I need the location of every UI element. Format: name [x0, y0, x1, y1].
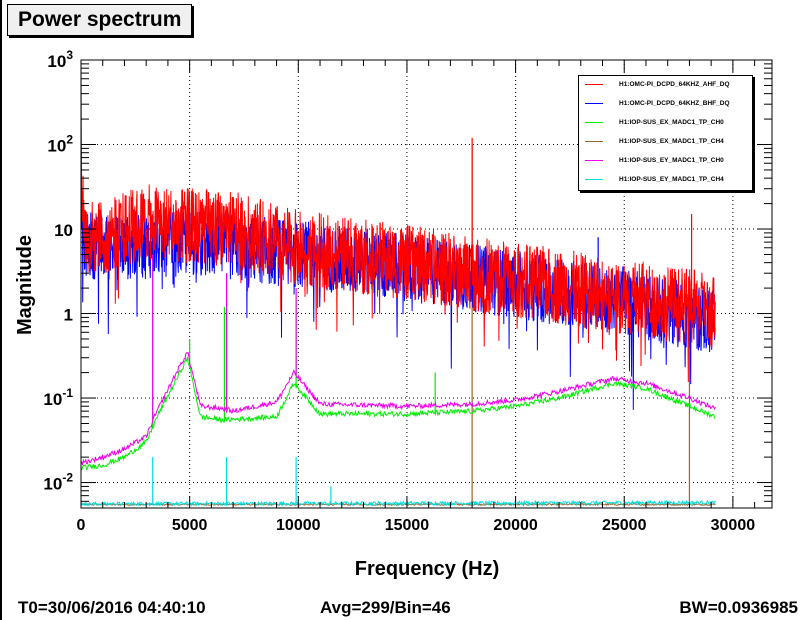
x-tick-label: 5000 [172, 517, 208, 534]
plot-frame [80, 59, 773, 509]
legend-swatch [585, 179, 603, 180]
legend-entry: H1:IOP-SUS_EX_MADC1_TP_CH4 [579, 133, 752, 152]
status-bw: BW=0.0936985 [679, 598, 798, 617]
y-tick-label: 10-2 [43, 471, 73, 494]
x-tick-label: 15000 [385, 517, 430, 534]
x-tick-label: 0 [77, 517, 86, 534]
y-tick-label: 10-1 [43, 386, 73, 409]
chart-title: Power spectrum [7, 4, 193, 36]
x-tick-label: 10000 [276, 517, 321, 534]
legend-entry: H1:IOP-SUS_EX_MADC1_TP_CH0 [579, 114, 752, 133]
series-line [80, 59, 716, 383]
legend-swatch [585, 141, 603, 142]
legend-label: H1:OMC-PI_DCPD_64KHZ_BHF_DQ [619, 100, 730, 107]
x-tick-label: 30000 [711, 517, 756, 534]
legend-swatch [585, 122, 603, 123]
tick-labels: 0 5000 10000 15000 20000 25000 30000 10-2 10-1 1 1… [43, 48, 755, 534]
y-tick-label: 1 [64, 306, 73, 325]
legend-entry: H1:IOP-SUS_EY_MADC1_TP_CH0 [579, 152, 752, 171]
series-line [80, 499, 716, 507]
y-axis-label: Magnitude [14, 235, 36, 335]
status-t0: T0=30/06/2016 04:40:10 [18, 598, 206, 617]
legend-label: H1:IOP-SUS_EX_MADC1_TP_CH4 [619, 138, 724, 145]
legend-entry: H1:OMC-PI_DCPD_64KHZ_AHF_DQ [579, 76, 752, 95]
status-avg: Avg=299/Bin=46 [320, 598, 451, 617]
legend-entry: H1:OMC-PI_DCPD_64KHZ_BHF_DQ [579, 95, 752, 114]
legend: H1:OMC-PI_DCPD_64KHZ_AHF_DQ H1:OMC-PI_DCP… [578, 75, 753, 191]
legend-label: H1:OMC-PI_DCPD_64KHZ_AHF_DQ [619, 81, 730, 88]
axis-ticks [80, 59, 772, 508]
legend-swatch [585, 84, 603, 85]
series-line [80, 356, 716, 471]
legend-entry: H1:IOP-SUS_EY_MADC1_TP_CH4 [579, 171, 752, 190]
window-edge [0, 0, 2, 620]
x-axis-label: Frequency (Hz) [355, 558, 499, 580]
legend-swatch [585, 103, 603, 104]
y-tick-label: 10 [54, 221, 73, 240]
legend-label: H1:IOP-SUS_EY_MADC1_TP_CH4 [619, 176, 724, 183]
y-tick-label: 103 [47, 48, 73, 71]
axes [80, 59, 773, 509]
series-traces [80, 59, 716, 507]
legend-label: H1:IOP-SUS_EY_MADC1_TP_CH0 [619, 157, 724, 164]
series-line [80, 351, 716, 466]
x-tick-label: 20000 [493, 517, 538, 534]
x-tick-label: 25000 [602, 517, 647, 534]
legend-label: H1:IOP-SUS_EX_MADC1_TP_CH0 [619, 119, 724, 126]
legend-swatch [585, 160, 603, 161]
y-tick-label: 102 [47, 133, 73, 156]
